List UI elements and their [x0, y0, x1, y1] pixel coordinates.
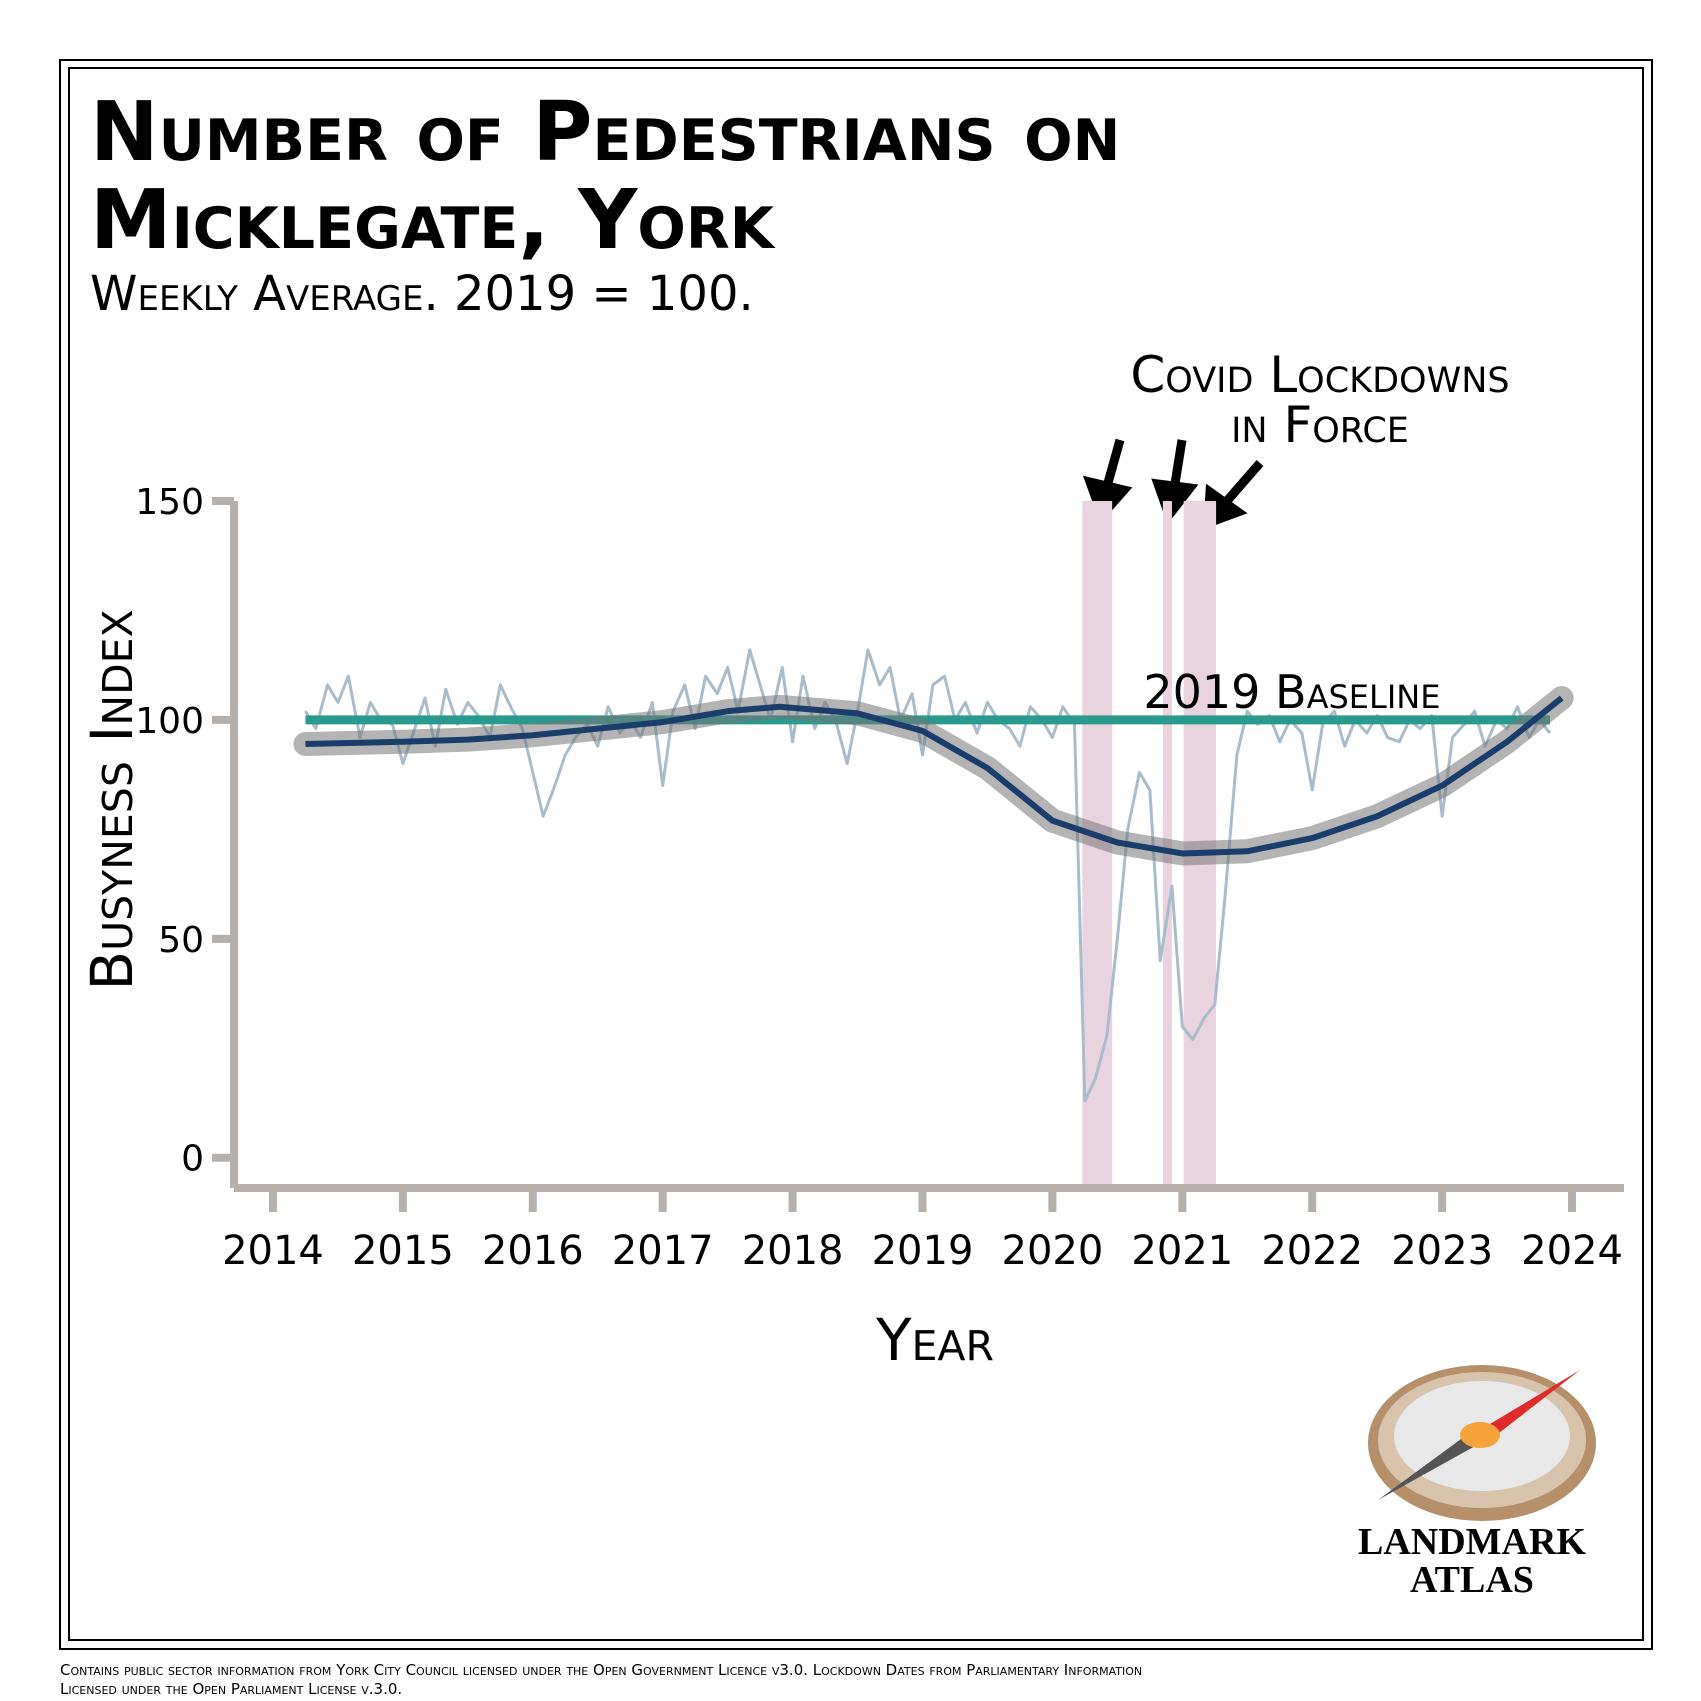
x-tick-label: 2014 — [222, 1228, 324, 1274]
x-tick-label: 2015 — [352, 1228, 454, 1274]
y-tick-label: 100 — [135, 701, 204, 742]
logo-pin — [1460, 1422, 1500, 1448]
x-tick-label: 2018 — [742, 1228, 844, 1274]
subtitle: Weekly Average. 2019 = 100. — [90, 266, 754, 322]
title-line: Number of Pedestrians on — [90, 85, 1120, 180]
x-tick-label: 2024 — [1521, 1228, 1623, 1274]
baseline-label: 2019 Baseline — [1143, 665, 1440, 719]
y-axis-label: Busyness Index — [78, 609, 146, 990]
x-axis-label: Year — [875, 1306, 994, 1374]
x-tick-label: 2019 — [872, 1228, 974, 1274]
y-tick-label: 0 — [181, 1139, 204, 1180]
x-tick-label: 2023 — [1391, 1228, 1493, 1274]
x-tick-label: 2021 — [1131, 1228, 1233, 1274]
logo-needle — [1480, 1370, 1580, 1440]
arrow — [1101, 438, 1125, 492]
annotation-line: Covid Lockdowns — [1130, 346, 1509, 404]
outer-frame — [59, 59, 1653, 1650]
logo-text: LANDMARK — [1358, 1521, 1586, 1563]
logo: LANDMARK ATLAS — [1358, 1365, 1596, 1601]
trend-line — [305, 695, 1564, 857]
y-tick-label: 150 — [135, 482, 204, 523]
x-tick-label: 2016 — [482, 1228, 584, 1274]
footer-line: Licensed under the Open Parliament Licen… — [60, 1680, 402, 1698]
title-line: Micklegate, York — [90, 173, 776, 268]
x-tick-label: 2017 — [612, 1228, 714, 1274]
arrow — [1222, 460, 1264, 505]
arrowhead — [1151, 478, 1199, 525]
arrowhead — [1082, 475, 1133, 524]
logo-text: ATLAS — [1410, 1559, 1534, 1601]
x-tick-label: 2020 — [1002, 1228, 1104, 1274]
y-tick-label: 50 — [158, 920, 204, 961]
logo-needle — [1378, 1428, 1486, 1500]
x-tick-label: 2022 — [1261, 1228, 1363, 1274]
annotation-line: in Force — [1231, 396, 1409, 454]
inner-frame — [68, 67, 1644, 1641]
footer-line: Contains public sector information from … — [60, 1661, 1142, 1679]
